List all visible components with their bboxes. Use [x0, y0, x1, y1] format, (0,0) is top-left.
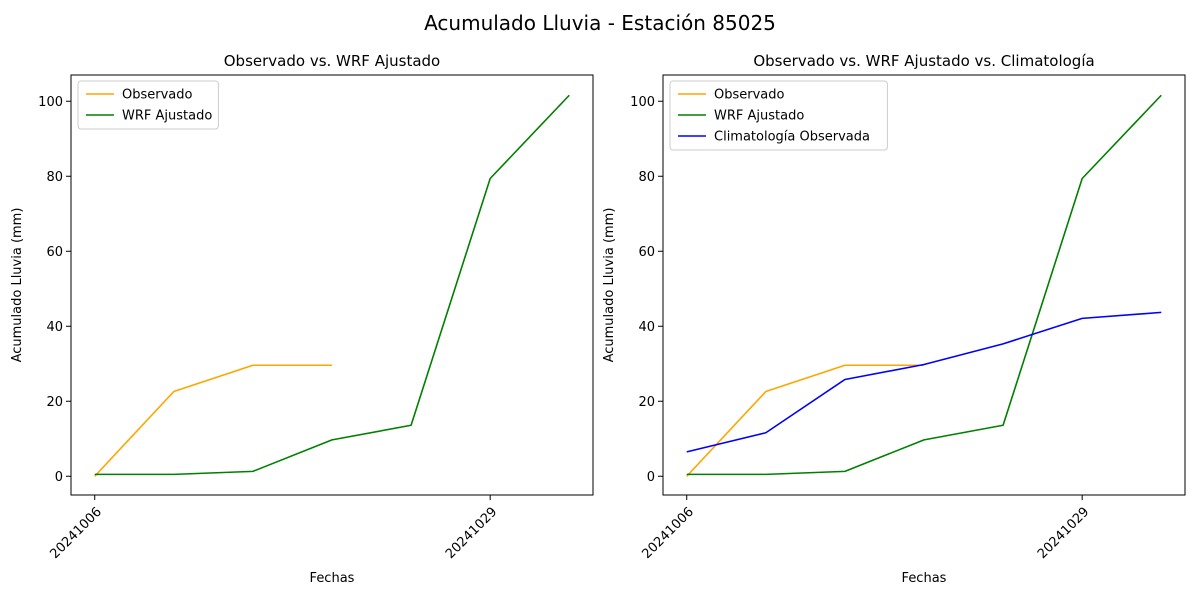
y-tick-label: 0	[55, 470, 63, 485]
y-tick-label: 60	[46, 245, 63, 260]
y-tick-label: 100	[38, 95, 63, 110]
legend-label: WRF Ajustado	[122, 109, 212, 124]
x-axis-label: Fechas	[902, 571, 947, 586]
x-axis-label: Fechas	[310, 571, 355, 586]
x-tick-label: 20241029	[1035, 505, 1092, 562]
figure-title: Acumulado Lluvia - Estación 85025	[424, 11, 776, 35]
y-tick-label: 60	[638, 245, 655, 260]
legend-label: Observado	[714, 88, 785, 103]
chart-panel-2: Observado vs. WRF Ajustado vs. Climatolo…	[602, 52, 1186, 586]
legend-label: Climatología Observada	[714, 130, 870, 145]
series-line-wrf-ajustado	[686, 94, 1162, 476]
legend-label: Observado	[122, 88, 193, 103]
y-tick-label: 80	[638, 170, 655, 185]
panel-title: Observado vs. WRF Ajustado	[224, 52, 440, 70]
y-tick-label: 100	[630, 95, 655, 110]
series-line-observado	[686, 364, 924, 477]
legend-label: WRF Ajustado	[714, 109, 804, 124]
series-line-wrf-ajustado	[94, 94, 570, 476]
x-tick-label: 20241006	[640, 505, 697, 562]
series-line-climatolog-a-observada	[686, 311, 1162, 453]
x-tick-label: 20241006	[48, 505, 105, 562]
y-axis-label: Acumulado Lluvia (mm)	[10, 208, 25, 363]
y-tick-label: 0	[647, 470, 655, 485]
y-tick-label: 20	[46, 395, 63, 410]
y-tick-label: 40	[46, 320, 63, 335]
x-tick-label: 20241029	[443, 505, 500, 562]
y-tick-label: 80	[46, 170, 63, 185]
y-tick-label: 40	[638, 320, 655, 335]
legend: Observado WRF Ajustado Climatología Observ…	[669, 80, 888, 151]
y-tick-label: 20	[638, 395, 655, 410]
legend: Observado WRF Ajustado	[77, 80, 219, 130]
legend-box	[669, 80, 888, 151]
y-axis-label: Acumulado Lluvia (mm)	[602, 208, 617, 363]
series-line-observado	[94, 364, 332, 477]
chart-panel-1: Observado vs. WRF Ajustado 0 20 40 60 80 100 20…	[10, 52, 594, 586]
plot-frame	[70, 74, 594, 496]
panel-title: Observado vs. WRF Ajustado vs. Climatolo…	[753, 52, 1094, 70]
plot-frame	[662, 74, 1186, 496]
legend-box	[77, 80, 219, 130]
